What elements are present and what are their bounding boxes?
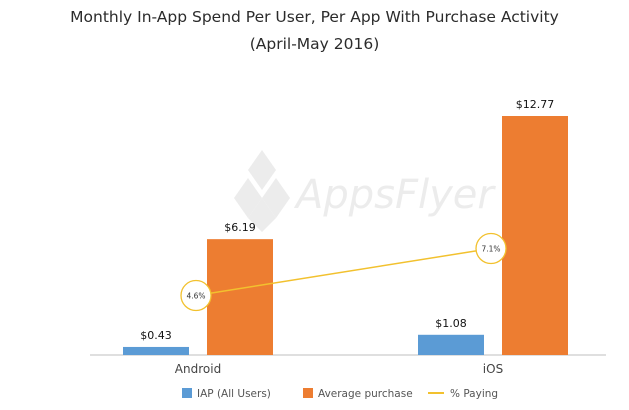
bar-android-avg-purchase [207, 239, 273, 355]
paying-ios-label: 7.1% [481, 245, 500, 254]
category-label-ios: iOS [483, 362, 503, 376]
bar-android-iap [123, 346, 189, 355]
paying-ios-marker [475, 232, 507, 265]
paying-line-group: 4.6% 7.1% [180, 232, 507, 312]
bars-group: $0.43 $6.19 Android $1.08 $12.77 iOS [123, 98, 568, 376]
legend-swatch-iap [182, 388, 192, 398]
watermark-text: AppsFlyer [293, 172, 496, 218]
chart-subtitle: (April-May 2016) [250, 35, 380, 53]
paying-android-label: 4.6% [186, 292, 205, 301]
paying-series-line [195, 247, 492, 297]
legend-label-paying: % Paying [450, 388, 498, 400]
chart-title: Monthly In-App Spend Per User, Per App W… [70, 8, 559, 26]
bar-ios-avg-purchase [502, 116, 568, 355]
watermark: AppsFlyer [234, 150, 496, 232]
paying-android-marker [180, 279, 212, 312]
data-label-android-iap: $0.43 [140, 329, 172, 342]
data-label-ios-avg-purchase: $12.77 [516, 98, 555, 111]
appsflyer-logo-icon [234, 150, 290, 232]
category-label-android: Android [175, 362, 221, 376]
bar-ios-iap [418, 334, 484, 355]
legend-label-avg-purchase: Average purchase [318, 388, 413, 400]
data-label-android-avg-purchase: $6.19 [224, 221, 256, 234]
data-label-ios-iap: $1.08 [435, 317, 467, 330]
legend-label-iap: IAP (All Users) [197, 388, 271, 400]
legend: IAP (All Users) Average purchase % Paying [182, 388, 498, 400]
legend-swatch-avg-purchase [303, 388, 313, 398]
